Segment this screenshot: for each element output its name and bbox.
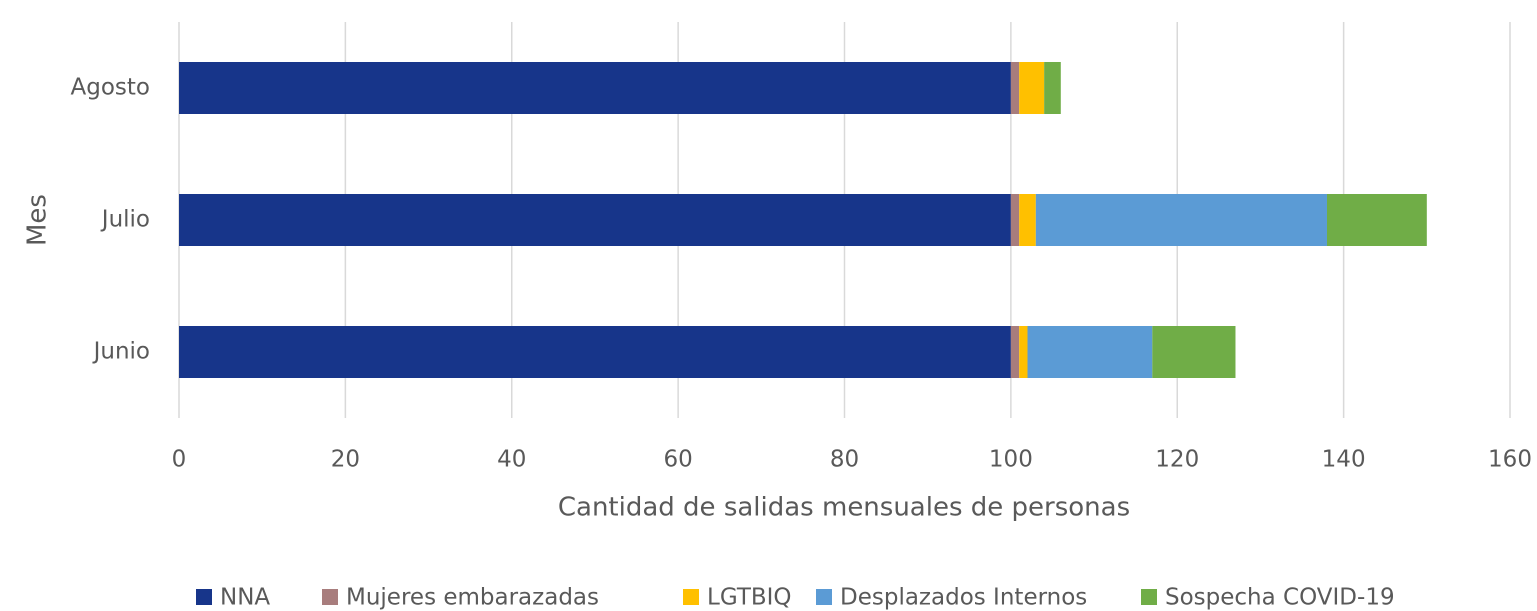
bar-segment xyxy=(1010,62,1020,114)
bar-segment xyxy=(179,326,1011,378)
x-axis-title: Cantidad de salidas mensuales de persona… xyxy=(558,493,1130,523)
bar-segment xyxy=(1019,326,1028,378)
bar-segment xyxy=(1035,194,1327,246)
y-tick-label: Julio xyxy=(100,207,150,233)
bar-segment xyxy=(1019,62,1045,114)
legend-swatch xyxy=(1141,589,1157,605)
y-tick-label: Junio xyxy=(92,339,150,365)
y-axis-title: Mes xyxy=(23,194,53,246)
x-tick-label: 140 xyxy=(1322,447,1366,473)
legend-swatch xyxy=(196,589,212,605)
x-tick-label: 60 xyxy=(663,447,692,473)
x-tick-label: 80 xyxy=(830,447,859,473)
legend-swatch xyxy=(683,589,699,605)
x-tick-label: 120 xyxy=(1155,447,1199,473)
legend-label: Mujeres embarazadas xyxy=(346,585,599,611)
bar-segment xyxy=(1326,194,1427,246)
legend-label: LGTBIQ xyxy=(707,585,792,611)
bar-segment xyxy=(1019,194,1036,246)
legend-label: NNA xyxy=(220,585,270,611)
bar-segment xyxy=(1010,326,1020,378)
legend-swatch xyxy=(322,589,338,605)
bar-segment xyxy=(1027,326,1153,378)
x-tick-label: 40 xyxy=(497,447,526,473)
bar-segment xyxy=(179,62,1011,114)
bar-segment xyxy=(1152,326,1236,378)
x-tick-label: 0 xyxy=(172,447,187,473)
y-tick-label: Agosto xyxy=(71,75,150,101)
legend-swatch xyxy=(816,589,832,605)
bar-segment xyxy=(179,194,1011,246)
bar-segment xyxy=(1044,62,1061,114)
bar-segment xyxy=(1010,194,1020,246)
legend-label: Desplazados Internos xyxy=(840,585,1087,611)
legend-label: Sospecha COVID-19 xyxy=(1165,585,1395,611)
x-tick-label: 20 xyxy=(331,447,360,473)
x-tick-label: 100 xyxy=(989,447,1033,473)
x-tick-label: 160 xyxy=(1488,447,1532,473)
